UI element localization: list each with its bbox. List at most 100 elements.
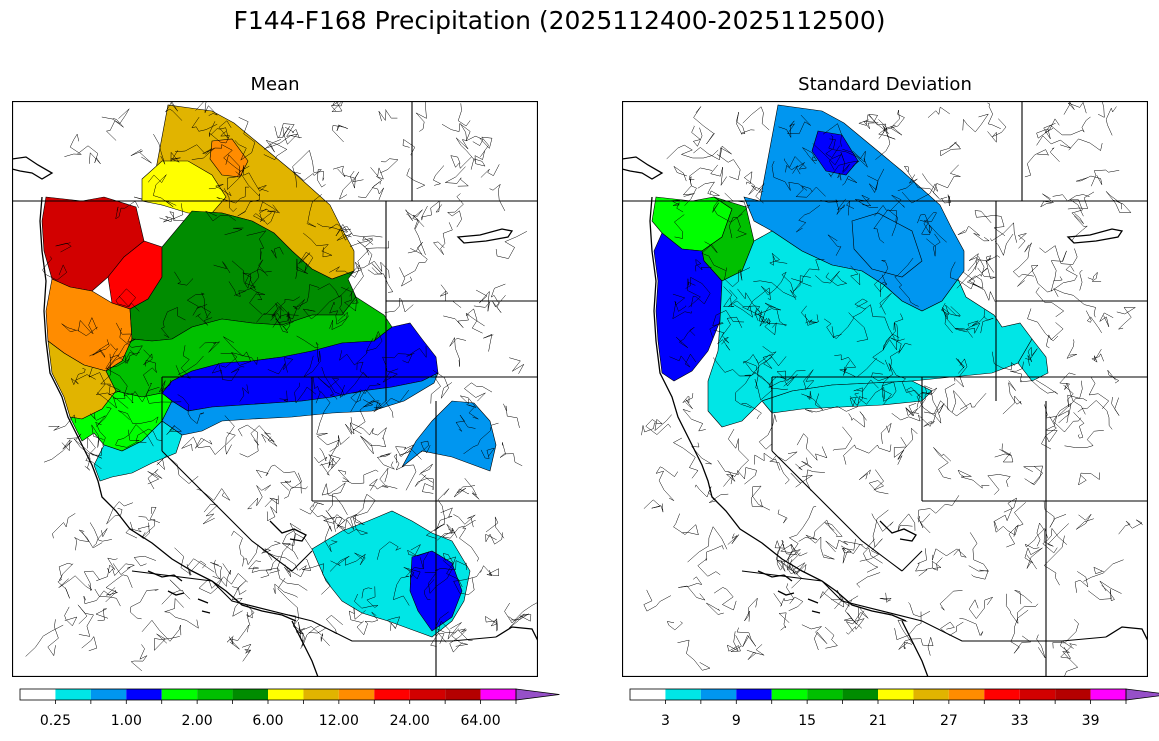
basin-boundary xyxy=(321,454,341,476)
basin-boundary xyxy=(365,240,389,256)
coastline-segment xyxy=(291,620,319,677)
basin-boundary xyxy=(83,570,100,592)
basin-boundary xyxy=(96,557,118,582)
basin-boundary xyxy=(675,326,696,349)
basin-boundary xyxy=(776,370,806,387)
state-border xyxy=(291,550,313,572)
coastline-segment xyxy=(456,228,514,244)
basin-boundary xyxy=(271,246,284,259)
basin-boundary xyxy=(317,223,347,233)
basin-boundary xyxy=(975,255,1001,270)
basin-boundary xyxy=(239,384,249,402)
precip-region xyxy=(93,420,183,482)
colorbar-tick-label: 27 xyxy=(940,713,958,729)
basin-boundary xyxy=(871,513,894,532)
basin-boundary xyxy=(1091,348,1104,363)
basin-boundary xyxy=(329,264,363,278)
basin-boundary xyxy=(1024,149,1050,178)
basin-boundary xyxy=(199,341,220,353)
colorbar-swatch xyxy=(984,689,1020,700)
basin-boundary xyxy=(643,589,672,612)
basin-boundary xyxy=(154,633,180,652)
basin-boundary xyxy=(149,506,160,523)
basin-boundary xyxy=(463,422,499,455)
basin-boundary xyxy=(249,291,265,315)
basin-boundary xyxy=(941,307,968,333)
colorbar-swatch xyxy=(55,689,91,700)
basin-boundary xyxy=(994,497,1018,530)
mean-map-svg xyxy=(12,101,538,677)
basin-boundary xyxy=(169,211,185,223)
basin-boundary xyxy=(685,276,711,308)
state-border xyxy=(161,450,293,572)
basin-boundary xyxy=(280,479,308,491)
basin-boundary xyxy=(1052,619,1079,649)
basin-boundary xyxy=(672,301,692,320)
basin-boundary xyxy=(338,174,356,200)
basin-boundary xyxy=(191,116,218,132)
basin-boundary xyxy=(407,241,423,255)
basin-boundary xyxy=(1059,372,1086,415)
state-border xyxy=(901,550,923,572)
basin-boundary xyxy=(796,433,828,461)
basin-boundary xyxy=(342,469,379,484)
basin-boundary xyxy=(969,532,990,572)
basin-boundary xyxy=(713,587,737,611)
basin-boundary xyxy=(125,525,150,539)
basin-boundary xyxy=(174,547,215,576)
basin-boundary xyxy=(235,165,269,192)
basin-boundary xyxy=(849,379,879,406)
colorbar-tick-label: 12.00 xyxy=(319,713,359,729)
basin-boundary xyxy=(850,265,861,286)
basin-boundary xyxy=(959,393,987,410)
basin-boundary xyxy=(450,155,472,169)
basin-boundary xyxy=(1087,271,1102,282)
basin-boundary xyxy=(777,509,788,524)
basin-boundary xyxy=(485,516,505,539)
basin-boundary xyxy=(858,469,871,480)
basin-boundary xyxy=(666,144,719,160)
basin-boundary xyxy=(25,624,64,657)
basin-boundary xyxy=(1036,118,1060,140)
basin-boundary xyxy=(987,102,1001,129)
basin-boundary xyxy=(697,181,721,196)
basin-boundary xyxy=(879,292,892,315)
basin-boundary xyxy=(693,106,715,145)
basin-boundary xyxy=(1078,472,1100,486)
basin-boundary xyxy=(106,351,136,371)
basin-boundary xyxy=(1035,287,1065,318)
stddev-map xyxy=(622,101,1148,677)
basin-boundary xyxy=(223,188,237,212)
basin-boundary xyxy=(430,374,441,404)
basin-boundary xyxy=(926,233,941,257)
basin-boundary xyxy=(368,478,389,491)
precip-region xyxy=(761,380,933,414)
basin-boundary xyxy=(932,548,968,561)
basin-boundary xyxy=(1064,430,1104,448)
basin-boundary xyxy=(1105,191,1132,213)
basin-boundary xyxy=(143,349,153,366)
basin-boundary xyxy=(990,222,1017,243)
basin-boundary xyxy=(356,611,379,636)
basin-boundary xyxy=(771,160,808,191)
basin-boundary xyxy=(284,126,300,139)
mean-map-frame xyxy=(12,101,538,677)
basin-boundary xyxy=(442,553,463,588)
basin-boundary xyxy=(1039,193,1055,208)
basin-boundary xyxy=(1066,339,1077,359)
basin-boundary xyxy=(435,560,468,571)
basin-boundary xyxy=(237,424,259,458)
basin-boundary xyxy=(344,552,366,566)
colorbar-tick-label: 39 xyxy=(1082,713,1100,729)
basin-boundary xyxy=(856,572,881,588)
basin-boundary xyxy=(329,315,349,331)
basin-boundary xyxy=(509,357,525,374)
basin-boundary xyxy=(94,588,121,607)
basin-boundary xyxy=(464,478,480,500)
basin-boundary xyxy=(178,355,204,375)
basin-boundary xyxy=(267,357,294,375)
basin-boundary xyxy=(669,353,697,368)
basin-boundary xyxy=(166,425,183,435)
basin-boundary xyxy=(362,235,383,241)
basin-boundary xyxy=(302,295,346,320)
